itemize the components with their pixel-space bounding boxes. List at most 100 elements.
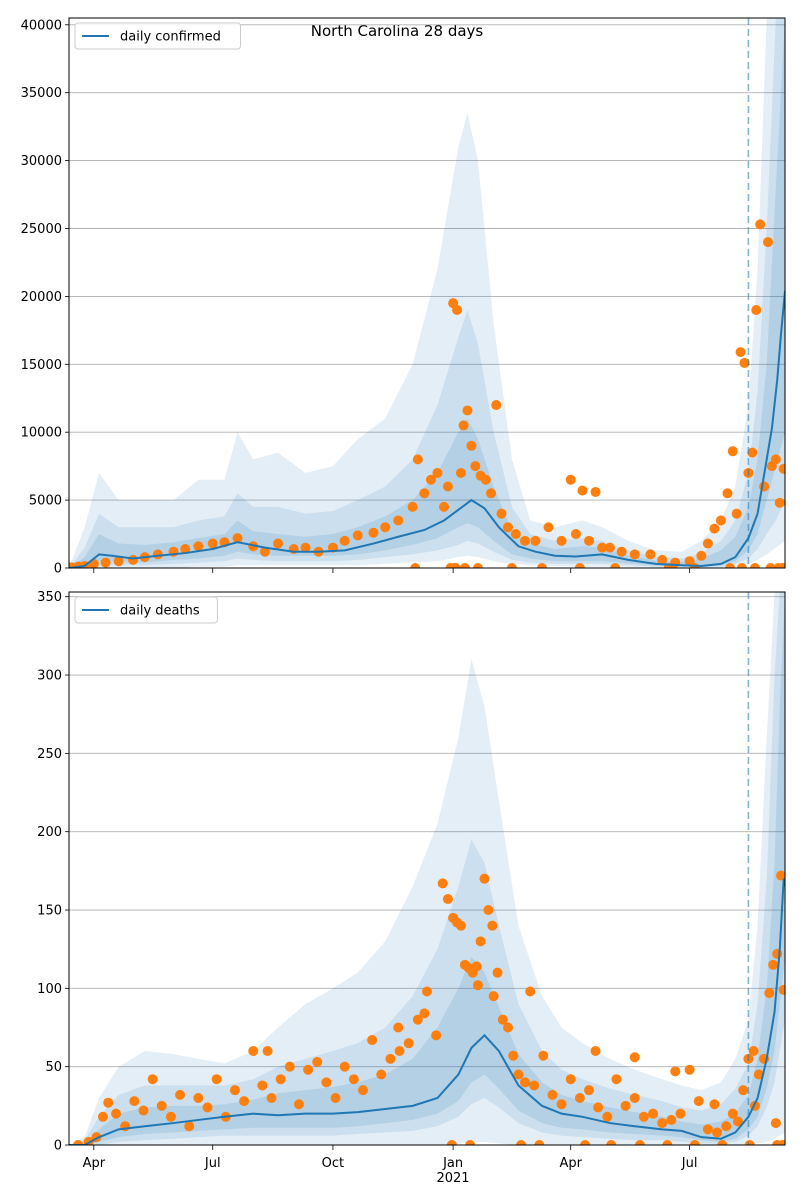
observed-point (165, 1111, 176, 1122)
observed-point (393, 515, 404, 526)
observed-point (764, 988, 775, 999)
observed-point (616, 546, 627, 557)
series-line (69, 878, 785, 1145)
observed-point (419, 1008, 430, 1019)
legend: daily deaths (74, 596, 218, 624)
observed-point (543, 522, 554, 533)
observed-point (602, 1111, 613, 1122)
observed-point (380, 522, 391, 533)
y-tick-label: 0 (54, 562, 62, 577)
observed-point (702, 538, 713, 549)
observed-point (393, 1022, 404, 1033)
y-tick-label: 35000 (21, 86, 62, 101)
observed-point (419, 488, 430, 499)
observed-point (412, 454, 423, 465)
observed-point (376, 1069, 387, 1080)
observed-point (472, 980, 483, 991)
observed-point (147, 1074, 158, 1085)
observed-point (407, 501, 418, 512)
observed-point (510, 529, 521, 540)
observed-point (266, 1093, 277, 1104)
observed-point (368, 527, 379, 538)
observed-point (709, 523, 720, 534)
observed-point (536, 563, 547, 568)
observed-point (348, 1074, 359, 1085)
observed-point (425, 474, 436, 485)
observed-point (275, 1074, 286, 1085)
observed-point (778, 463, 785, 474)
observed-point (111, 1108, 122, 1119)
x-tick-label: Oct (322, 1156, 344, 1171)
observed-point (257, 1080, 268, 1091)
observed-point (508, 1050, 519, 1061)
observed-point (712, 1127, 723, 1138)
observed-point (412, 1014, 423, 1025)
observed-point (152, 549, 163, 560)
observed-point (175, 1089, 186, 1100)
y-tick-label: 350 (37, 590, 62, 605)
observed-point (496, 508, 507, 519)
observed-point (497, 1014, 508, 1025)
observed-point (262, 1046, 273, 1057)
observed-point (232, 533, 243, 544)
legend-label: daily deaths (120, 604, 200, 619)
observed-point (770, 454, 781, 465)
observed-point (670, 1066, 681, 1077)
observed-point (675, 1108, 686, 1119)
uncertainty-band (69, 592, 785, 1145)
observed-point (513, 1069, 524, 1080)
x-tick-label: Jul (204, 1156, 221, 1171)
observed-point (645, 549, 656, 560)
observed-point (273, 538, 284, 549)
observed-point (547, 1089, 558, 1100)
observed-point (727, 446, 738, 457)
observed-point (657, 554, 668, 565)
observed-point (519, 535, 530, 546)
observed-point (593, 1102, 604, 1113)
observed-point (556, 1099, 567, 1110)
observed-point (455, 920, 466, 931)
observed-point (755, 219, 766, 230)
observed-point (629, 1052, 640, 1063)
observed-point (735, 347, 746, 358)
legend-label: daily confirmed (120, 30, 221, 45)
observed-point (577, 485, 588, 496)
observed-point (584, 1085, 595, 1096)
observed-point (475, 936, 486, 947)
observed-point (452, 304, 463, 315)
observed-point (184, 1121, 195, 1132)
observed-point (202, 1102, 213, 1113)
observed-point (765, 563, 776, 568)
observed-point (339, 1061, 350, 1072)
observed-point (611, 1074, 622, 1085)
observed-point (590, 1046, 601, 1057)
observed-point (506, 563, 517, 568)
observed-point (736, 563, 747, 568)
observed-point (321, 1077, 332, 1088)
observed-point (763, 237, 774, 248)
observed-point (483, 905, 494, 916)
observed-point (211, 1074, 222, 1085)
observed-point (556, 535, 567, 546)
observed-point (519, 1077, 530, 1088)
x-year-label: 2021 (436, 1171, 469, 1186)
observed-point (590, 486, 601, 497)
observed-point (492, 967, 503, 978)
legend-box (74, 596, 218, 624)
figure-title: North Carolina 28 days (311, 22, 484, 40)
observed-point (410, 563, 421, 568)
observed-point (570, 529, 581, 540)
uncertainty-band (69, 592, 785, 1145)
observed-point (239, 1096, 250, 1107)
observed-point (458, 420, 469, 431)
observed-point (739, 357, 750, 368)
observed-point (479, 873, 490, 884)
observed-point (229, 1085, 240, 1096)
observed-point (352, 530, 363, 541)
observed-point (303, 1064, 314, 1075)
y-tick-label: 25000 (21, 222, 62, 237)
observed-point (744, 1140, 755, 1145)
observed-point (731, 508, 742, 519)
observed-point (666, 1114, 677, 1125)
axes-frame (68, 17, 786, 569)
